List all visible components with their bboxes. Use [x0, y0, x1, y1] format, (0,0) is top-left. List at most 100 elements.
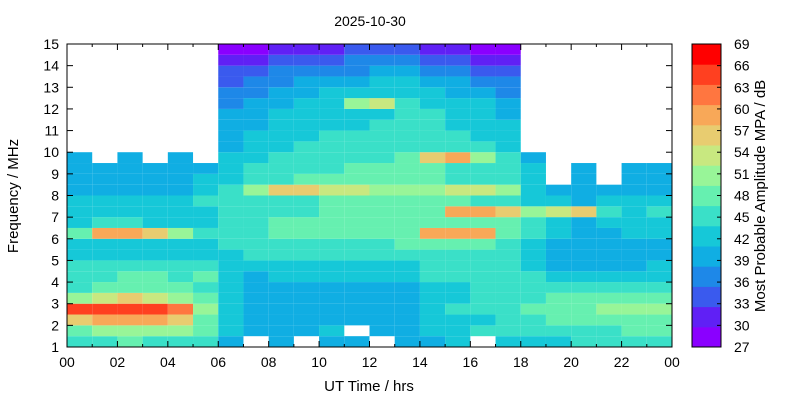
colorbar-tick-label: 42: [734, 231, 750, 247]
heatmap-cell: [545, 271, 572, 283]
heatmap-cell: [142, 163, 168, 174]
heatmap-cell: [419, 249, 446, 261]
heatmap-cell: [369, 108, 395, 120]
heatmap-cell: [243, 65, 269, 77]
heatmap-cell: [445, 271, 471, 283]
heatmap-cell: [394, 141, 420, 153]
heatmap-cell: [319, 325, 345, 337]
heatmap-cell: [419, 206, 446, 218]
x-axis: 00 02 04 06 08 10 12 14 16 18 20 22 00: [59, 44, 680, 370]
heatmap-cell: [67, 303, 93, 315]
heatmap-cell: [319, 119, 345, 131]
heatmap-cell: [571, 184, 597, 196]
heatmap-cell: [520, 163, 546, 174]
heatmap-cell: [419, 130, 446, 142]
heatmap-cell: [193, 336, 219, 347]
heatmap-cell: [445, 336, 471, 347]
heatmap-cell: [167, 173, 194, 185]
heatmap-cell: [293, 130, 320, 142]
heatmap-cell: [495, 184, 521, 196]
heatmap-cell: [293, 152, 320, 164]
heatmap-cell: [218, 260, 244, 272]
heatmap-cell: [445, 44, 471, 55]
heatmap-cell: [319, 130, 345, 142]
heatmap-cell: [419, 173, 446, 185]
heatmap-cell: [596, 260, 622, 272]
heatmap-cell: [92, 336, 118, 347]
heatmap-cell: [394, 130, 420, 142]
heatmap-cell: [167, 195, 194, 207]
colorbar-title: Most Probable Amplitude MPA / dB: [752, 80, 769, 312]
heatmap-cell: [117, 314, 143, 326]
heatmap-cell: [243, 76, 269, 88]
x-tick-label: 04: [160, 354, 176, 370]
colorbar-tick-label: 66: [734, 58, 750, 74]
heatmap-cell: [243, 271, 269, 283]
colorbar-swatch: [692, 165, 721, 186]
heatmap-cell: [117, 163, 143, 174]
heatmap-cell: [369, 98, 395, 109]
heatmap-cell: [142, 238, 168, 250]
heatmap-cell: [571, 260, 597, 272]
colorbar-tick-label: 27: [734, 339, 750, 355]
heatmap-cell: [470, 163, 496, 174]
heatmap-cell: [394, 65, 420, 77]
heatmap-cell: [319, 108, 345, 120]
heatmap-cell: [67, 195, 93, 207]
heatmap-cell: [394, 98, 420, 109]
colorbar-swatch: [692, 246, 721, 267]
colorbar-swatch: [692, 145, 721, 166]
heatmap-cell: [571, 206, 597, 218]
heatmap-cell: [445, 87, 471, 99]
heatmap-cell: [520, 271, 546, 283]
heatmap-cell: [445, 217, 471, 228]
heatmap-cell: [167, 314, 194, 326]
heatmap-cell: [369, 303, 395, 315]
heatmap-cell: [369, 249, 395, 261]
heatmap-cell: [646, 303, 672, 315]
heatmap-cell: [520, 238, 546, 250]
heatmap-cell: [117, 173, 143, 185]
heatmap-cell: [293, 227, 320, 239]
heatmap-cell: [445, 260, 471, 272]
heatmap-cell: [419, 184, 446, 196]
heatmap-cell: [621, 173, 647, 185]
y-tick-label: 3: [51, 296, 59, 312]
heatmap-cell: [344, 282, 370, 293]
heatmap-cell: [319, 282, 345, 293]
colorbar-swatch: [692, 225, 721, 247]
heatmap-cell: [520, 314, 546, 326]
heatmap-cell: [621, 336, 647, 347]
heatmap-cell: [319, 76, 345, 88]
heatmap-cell: [419, 227, 446, 239]
heatmap-cell: [218, 65, 244, 77]
heatmap-cell: [67, 282, 93, 293]
heatmap-cell: [369, 130, 395, 142]
heatmap-cell: [218, 195, 244, 207]
heatmap-cell: [142, 336, 168, 347]
heatmap-cell: [344, 98, 370, 109]
heatmap-cell: [293, 217, 320, 228]
y-tick-label: 9: [51, 166, 59, 182]
heatmap-cell: [268, 44, 294, 55]
heatmap-cell: [268, 54, 294, 66]
x-tick-label: 18: [513, 354, 529, 370]
heatmap-cell: [218, 238, 244, 250]
heatmap-cell: [571, 217, 597, 228]
heatmap-cell: [92, 271, 118, 283]
heatmap-cell: [445, 65, 471, 77]
heatmap-cell: [394, 260, 420, 272]
heatmap-cell: [596, 217, 622, 228]
heatmap-cell: [419, 282, 446, 293]
heatmap-cell: [369, 54, 395, 66]
heatmap-cell: [243, 130, 269, 142]
heatmap-cell: [571, 282, 597, 293]
heatmap-cell: [571, 336, 597, 347]
heatmap-cell: [218, 336, 244, 347]
colorbar-tick-label: 36: [734, 274, 750, 290]
heatmap-cell: [344, 76, 370, 88]
heatmap-cell: [646, 314, 672, 326]
heatmap-cell: [520, 325, 546, 337]
heatmap-cell: [117, 152, 143, 164]
